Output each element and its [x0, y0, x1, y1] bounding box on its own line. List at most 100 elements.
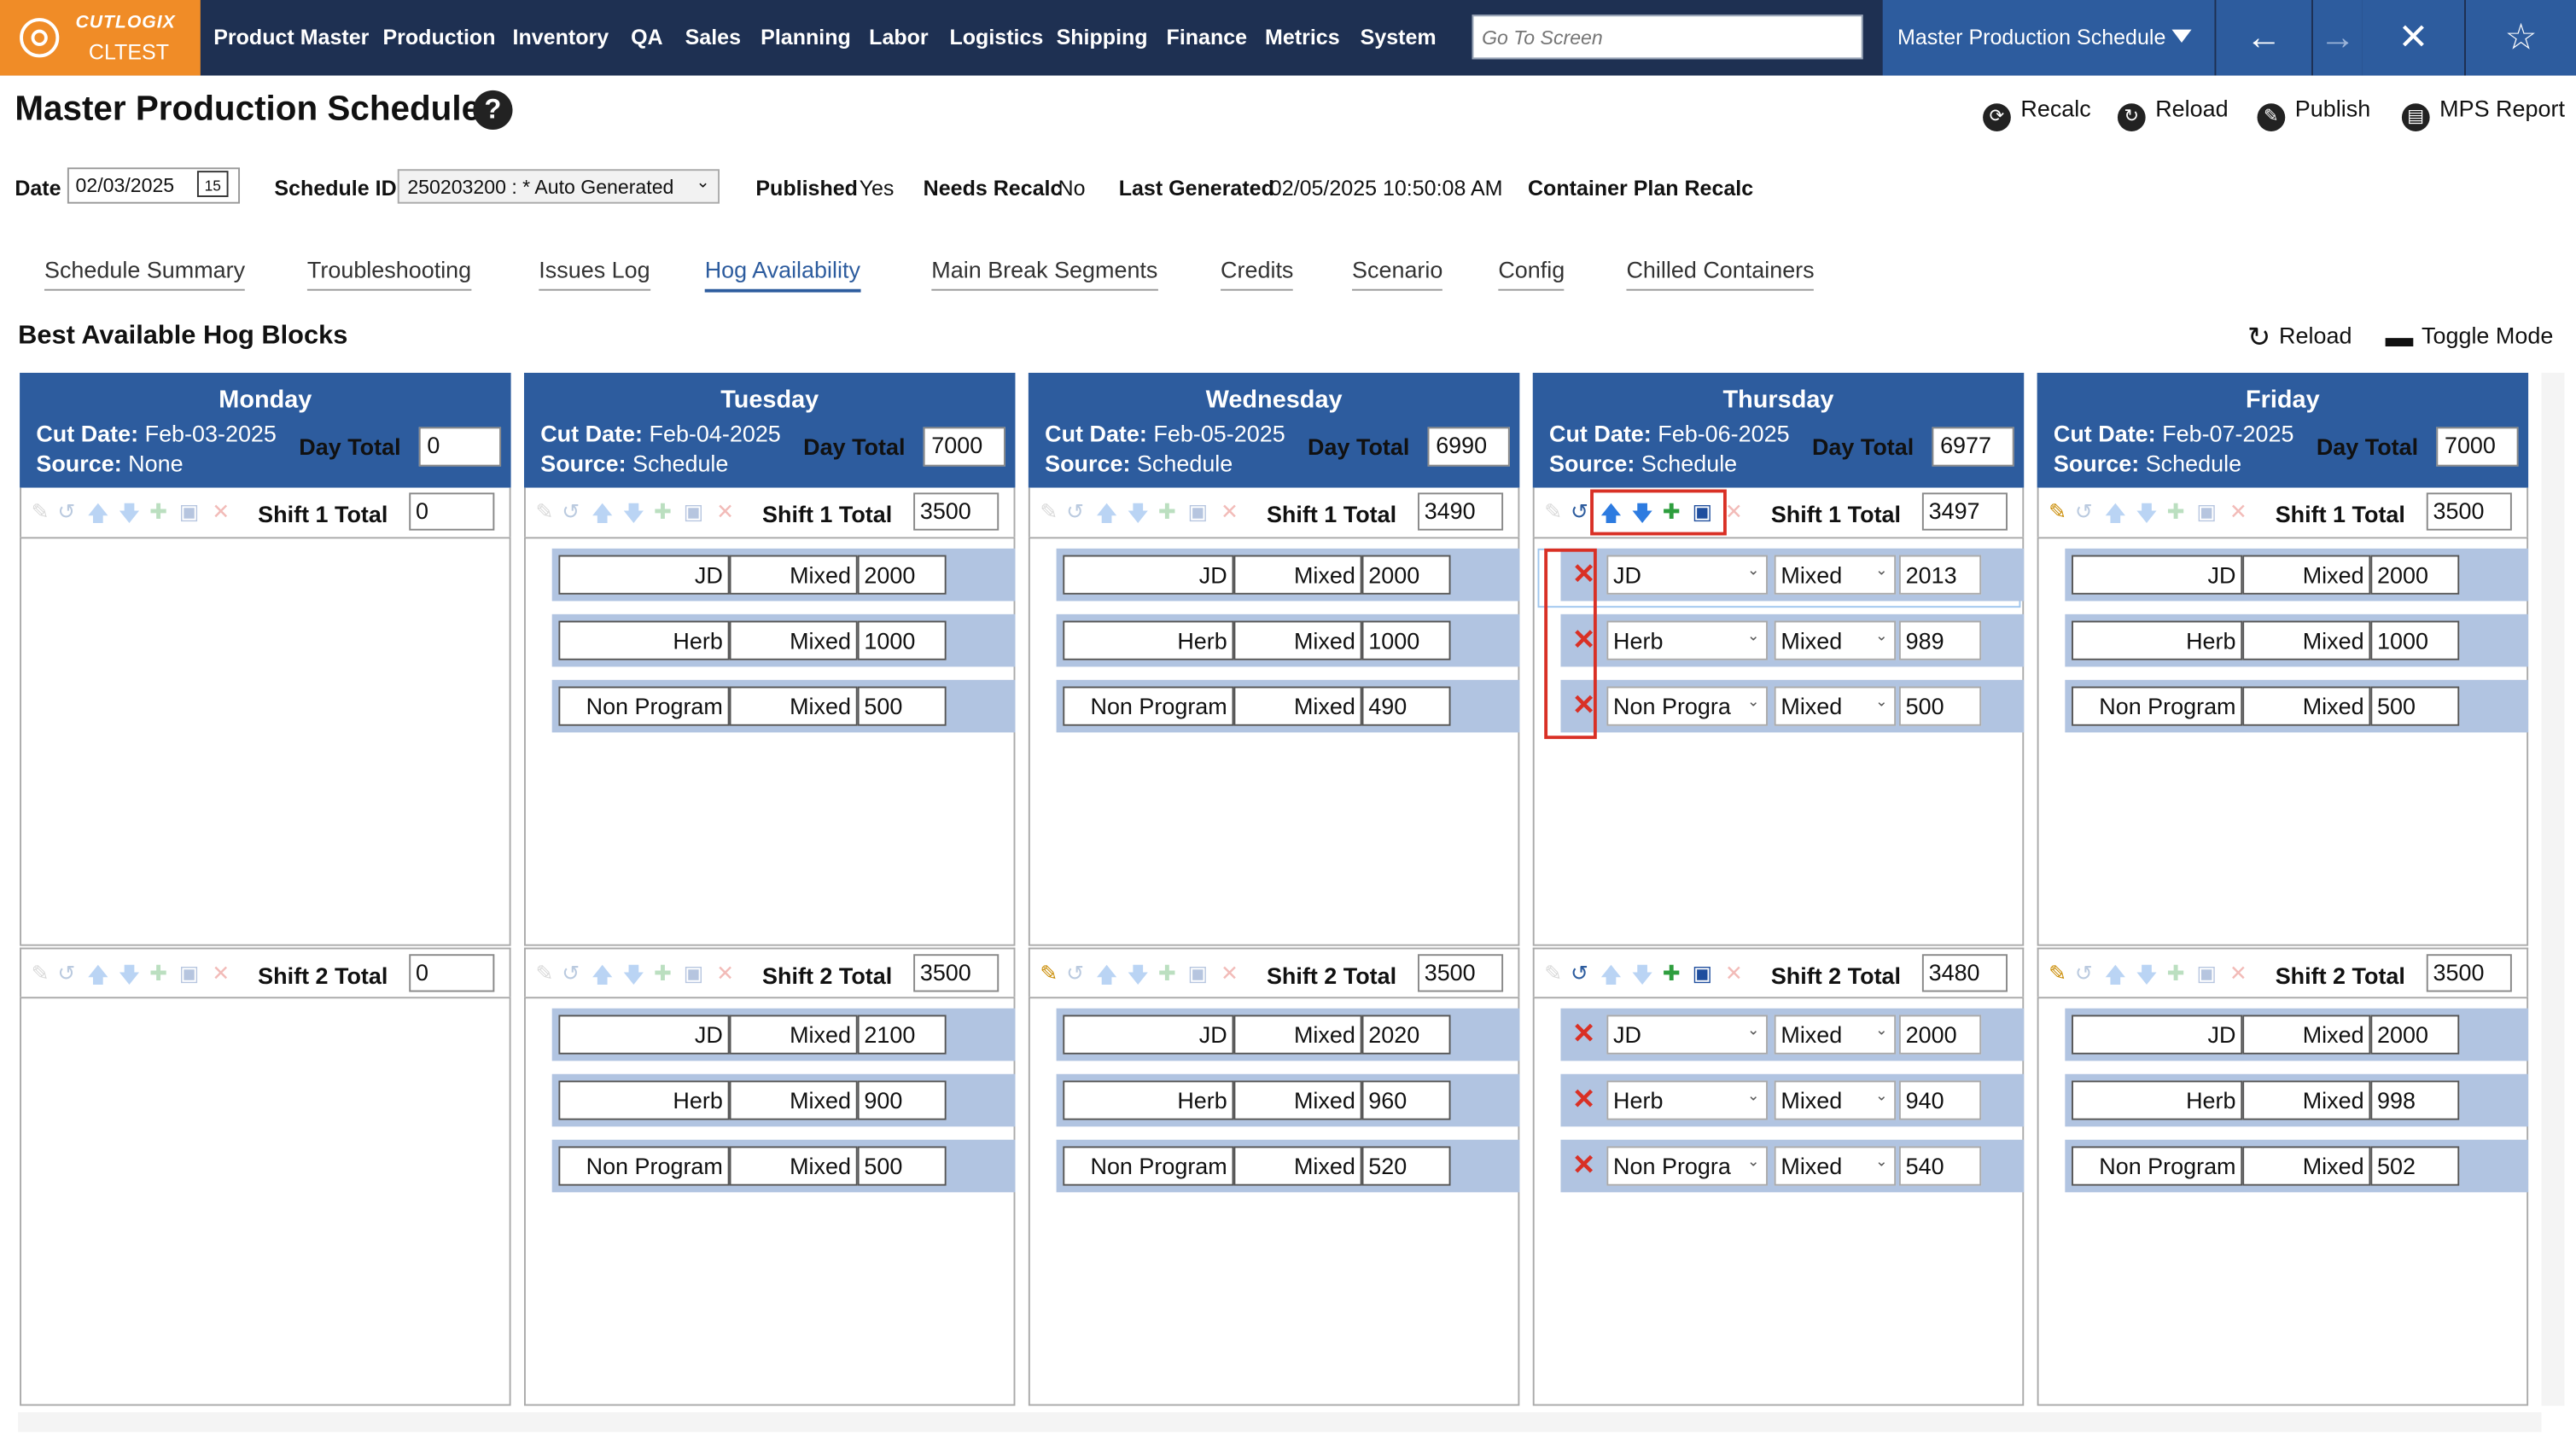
cancel-icon[interactable]: ✕ — [2229, 960, 2247, 986]
save-icon[interactable]: ▣ — [683, 960, 704, 986]
calendar-icon[interactable]: 15 — [196, 171, 229, 197]
program-select[interactable]: Herb ⌄ — [1606, 620, 1768, 660]
day-total-input[interactable]: 0 — [418, 427, 502, 467]
undo-icon[interactable]: ↺ — [562, 499, 580, 524]
nav-shipping[interactable]: Shipping — [1056, 24, 1148, 49]
publish-button[interactable]: ✎ Publish — [2257, 96, 2370, 131]
tab-scenario[interactable]: Scenario — [1352, 256, 1443, 291]
save-icon[interactable]: ▣ — [683, 499, 704, 524]
pencil-icon[interactable]: ✎ — [1040, 960, 1058, 986]
tab-credits[interactable]: Credits — [1221, 256, 1294, 291]
delete-row-icon[interactable]: ✕ — [1571, 624, 1596, 655]
day-total-input[interactable]: 6977 — [1932, 427, 2014, 467]
screen-selector[interactable]: Master Production Schedule — [1882, 0, 2215, 76]
cancel-icon[interactable]: ✕ — [1724, 960, 1743, 986]
nav-planning[interactable]: Planning — [761, 24, 851, 49]
move-up-icon[interactable]: 🡅 — [2104, 962, 2127, 987]
add-row-icon[interactable]: ✚ — [1662, 960, 1681, 986]
move-down-icon[interactable]: 🡇 — [622, 501, 645, 526]
section-reload-button[interactable]: ↻ Reload — [2247, 322, 2352, 353]
cancel-icon[interactable]: ✕ — [2229, 499, 2247, 524]
shift-1-total-input[interactable]: 3500 — [913, 492, 1000, 531]
add-row-icon[interactable]: ✚ — [654, 960, 673, 986]
add-row-icon[interactable]: ✚ — [2166, 960, 2185, 986]
delete-row-icon[interactable]: ✕ — [1571, 1149, 1596, 1181]
day-total-input[interactable]: 7000 — [923, 427, 1005, 467]
mps-report-button[interactable]: ▤ MPS Report — [2401, 96, 2565, 131]
undo-icon[interactable]: ↺ — [2074, 499, 2093, 524]
move-down-icon[interactable]: 🡇 — [1631, 962, 1653, 987]
nav-metrics[interactable]: Metrics — [1265, 24, 1340, 49]
move-up-icon[interactable]: 🡅 — [87, 501, 109, 526]
tab-config[interactable]: Config — [1498, 256, 1565, 291]
delete-row-icon[interactable]: ✕ — [1571, 1084, 1596, 1115]
save-icon[interactable]: ▣ — [1187, 499, 1209, 524]
shift-1-total-input[interactable]: 0 — [409, 492, 495, 531]
tab-chilled-containers[interactable]: Chilled Containers — [1626, 256, 1815, 291]
nav-qa[interactable]: QA — [631, 24, 663, 49]
program-select[interactable]: Non Progra ⌄ — [1606, 1146, 1768, 1186]
favorite-star-icon[interactable]: ☆ — [2465, 0, 2576, 76]
move-up-icon[interactable]: 🡅 — [591, 962, 614, 987]
pencil-icon[interactable]: ✎ — [1544, 960, 1563, 986]
quantity-input[interactable]: 940 — [1898, 1080, 1982, 1120]
save-icon[interactable]: ▣ — [1187, 960, 1209, 986]
move-up-icon[interactable]: 🡅 — [1600, 501, 1623, 526]
cancel-icon[interactable]: ✕ — [212, 960, 230, 986]
move-up-icon[interactable]: 🡅 — [1095, 501, 1118, 526]
undo-icon[interactable]: ↺ — [57, 960, 76, 986]
program-select[interactable]: Non Progra ⌄ — [1606, 686, 1768, 726]
type-select[interactable]: Mixed ⌄ — [1774, 1080, 1897, 1120]
add-row-icon[interactable]: ✚ — [654, 499, 673, 524]
shift-2-total-input[interactable]: 0 — [409, 954, 495, 992]
tab-issues-log[interactable]: Issues Log — [539, 256, 650, 291]
move-down-icon[interactable]: 🡇 — [2136, 501, 2158, 526]
help-icon[interactable]: ? — [473, 90, 513, 131]
nav-product-master[interactable]: Product Master — [213, 24, 370, 49]
cancel-icon[interactable]: ✕ — [1724, 499, 1743, 524]
nav-production[interactable]: Production — [382, 24, 496, 49]
nav-sales[interactable]: Sales — [685, 24, 742, 49]
program-select[interactable]: JD ⌄ — [1606, 555, 1768, 595]
tab-hog-availability[interactable]: Hog Availability — [704, 256, 860, 293]
move-down-icon[interactable]: 🡇 — [1631, 501, 1653, 526]
quantity-input[interactable]: 500 — [1898, 686, 1982, 726]
cancel-icon[interactable]: ✕ — [1221, 960, 1239, 986]
add-row-icon[interactable]: ✚ — [149, 960, 168, 986]
tab-main-break-segments[interactable]: Main Break Segments — [931, 256, 1158, 291]
tab-schedule-summary[interactable]: Schedule Summary — [44, 256, 246, 291]
nav-logistics[interactable]: Logistics — [949, 24, 1044, 49]
type-select[interactable]: Mixed ⌄ — [1774, 620, 1897, 660]
reload-button[interactable]: ↻ Reload — [2117, 96, 2229, 131]
forward-arrow-icon[interactable]: → — [2312, 0, 2363, 76]
day-total-input[interactable]: 6990 — [1427, 427, 1510, 467]
save-icon[interactable]: ▣ — [178, 960, 200, 986]
undo-icon[interactable]: ↺ — [2074, 960, 2093, 986]
undo-icon[interactable]: ↺ — [1571, 960, 1589, 986]
pencil-icon[interactable]: ✎ — [31, 499, 50, 524]
tab-troubleshooting[interactable]: Troubleshooting — [306, 256, 472, 291]
date-input[interactable]: 02/03/2025 — [67, 167, 241, 204]
add-row-icon[interactable]: ✚ — [1157, 499, 1176, 524]
move-up-icon[interactable]: 🡅 — [2104, 501, 2127, 526]
move-up-icon[interactable]: 🡅 — [591, 501, 614, 526]
schedule-id-select[interactable]: 250203200 : * Auto Generated ⌄ — [397, 169, 720, 204]
quantity-input[interactable]: 989 — [1898, 620, 1982, 660]
pencil-icon[interactable]: ✎ — [1544, 499, 1563, 524]
delete-row-icon[interactable]: ✕ — [1571, 1018, 1596, 1050]
cancel-icon[interactable]: ✕ — [212, 499, 230, 524]
add-row-icon[interactable]: ✚ — [2166, 499, 2185, 524]
quantity-input[interactable]: 2000 — [1898, 1015, 1982, 1055]
add-row-icon[interactable]: ✚ — [149, 499, 168, 524]
save-icon[interactable]: ▣ — [2196, 960, 2217, 986]
cancel-icon[interactable]: ✕ — [716, 499, 735, 524]
recalc-button[interactable]: ⟳ Recalc — [1983, 96, 2091, 131]
app-logo[interactable]: CUTLOGIX CLTEST — [0, 0, 201, 76]
nav-system[interactable]: System — [1360, 24, 1437, 49]
nav-inventory[interactable]: Inventory — [512, 24, 609, 49]
shift-2-total-input[interactable]: 3480 — [1921, 954, 2008, 992]
quantity-input[interactable]: 540 — [1898, 1146, 1982, 1186]
cancel-icon[interactable]: ✕ — [1221, 499, 1239, 524]
program-select[interactable]: Herb ⌄ — [1606, 1080, 1768, 1120]
pencil-icon[interactable]: ✎ — [2049, 499, 2067, 524]
